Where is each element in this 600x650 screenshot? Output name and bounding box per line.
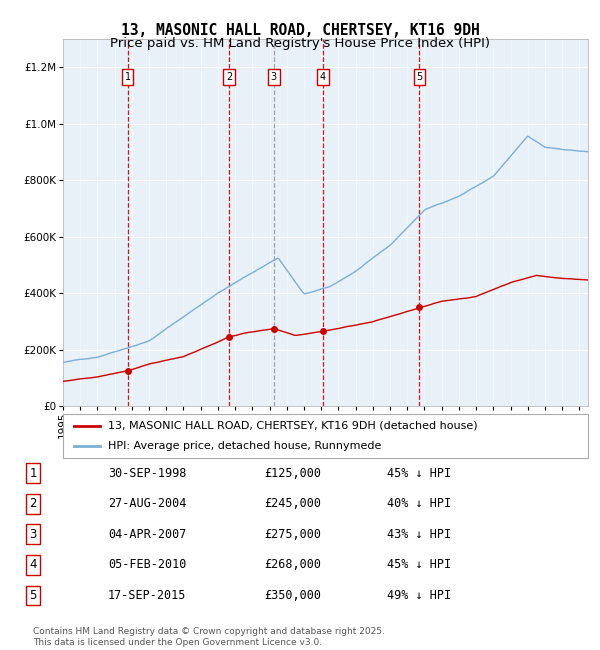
Text: 30-SEP-1998: 30-SEP-1998 <box>108 467 187 480</box>
Text: 4: 4 <box>29 558 37 571</box>
Text: Price paid vs. HM Land Registry's House Price Index (HPI): Price paid vs. HM Land Registry's House … <box>110 37 490 50</box>
Text: 45% ↓ HPI: 45% ↓ HPI <box>387 467 451 480</box>
Text: HPI: Average price, detached house, Runnymede: HPI: Average price, detached house, Runn… <box>107 441 381 451</box>
Text: 5: 5 <box>416 72 422 82</box>
Text: 17-SEP-2015: 17-SEP-2015 <box>108 589 187 602</box>
Text: 40% ↓ HPI: 40% ↓ HPI <box>387 497 451 510</box>
Text: 45% ↓ HPI: 45% ↓ HPI <box>387 558 451 571</box>
Text: 27-AUG-2004: 27-AUG-2004 <box>108 497 187 510</box>
Text: 49% ↓ HPI: 49% ↓ HPI <box>387 589 451 602</box>
Text: £275,000: £275,000 <box>264 528 321 541</box>
Text: Contains HM Land Registry data © Crown copyright and database right 2025.
This d: Contains HM Land Registry data © Crown c… <box>33 627 385 647</box>
Text: 1: 1 <box>29 467 37 480</box>
Text: £350,000: £350,000 <box>264 589 321 602</box>
Text: 13, MASONIC HALL ROAD, CHERTSEY, KT16 9DH: 13, MASONIC HALL ROAD, CHERTSEY, KT16 9D… <box>121 23 479 38</box>
Text: 43% ↓ HPI: 43% ↓ HPI <box>387 528 451 541</box>
Text: £245,000: £245,000 <box>264 497 321 510</box>
Text: 5: 5 <box>29 589 37 602</box>
Text: 3: 3 <box>29 528 37 541</box>
Text: 2: 2 <box>29 497 37 510</box>
Text: 04-APR-2007: 04-APR-2007 <box>108 528 187 541</box>
Text: 3: 3 <box>271 72 277 82</box>
Text: £268,000: £268,000 <box>264 558 321 571</box>
Text: 2: 2 <box>226 72 232 82</box>
Text: 05-FEB-2010: 05-FEB-2010 <box>108 558 187 571</box>
Text: 4: 4 <box>320 72 326 82</box>
FancyBboxPatch shape <box>63 414 588 458</box>
Text: £125,000: £125,000 <box>264 467 321 480</box>
Text: 13, MASONIC HALL ROAD, CHERTSEY, KT16 9DH (detached house): 13, MASONIC HALL ROAD, CHERTSEY, KT16 9D… <box>107 421 477 431</box>
Text: 1: 1 <box>124 72 131 82</box>
